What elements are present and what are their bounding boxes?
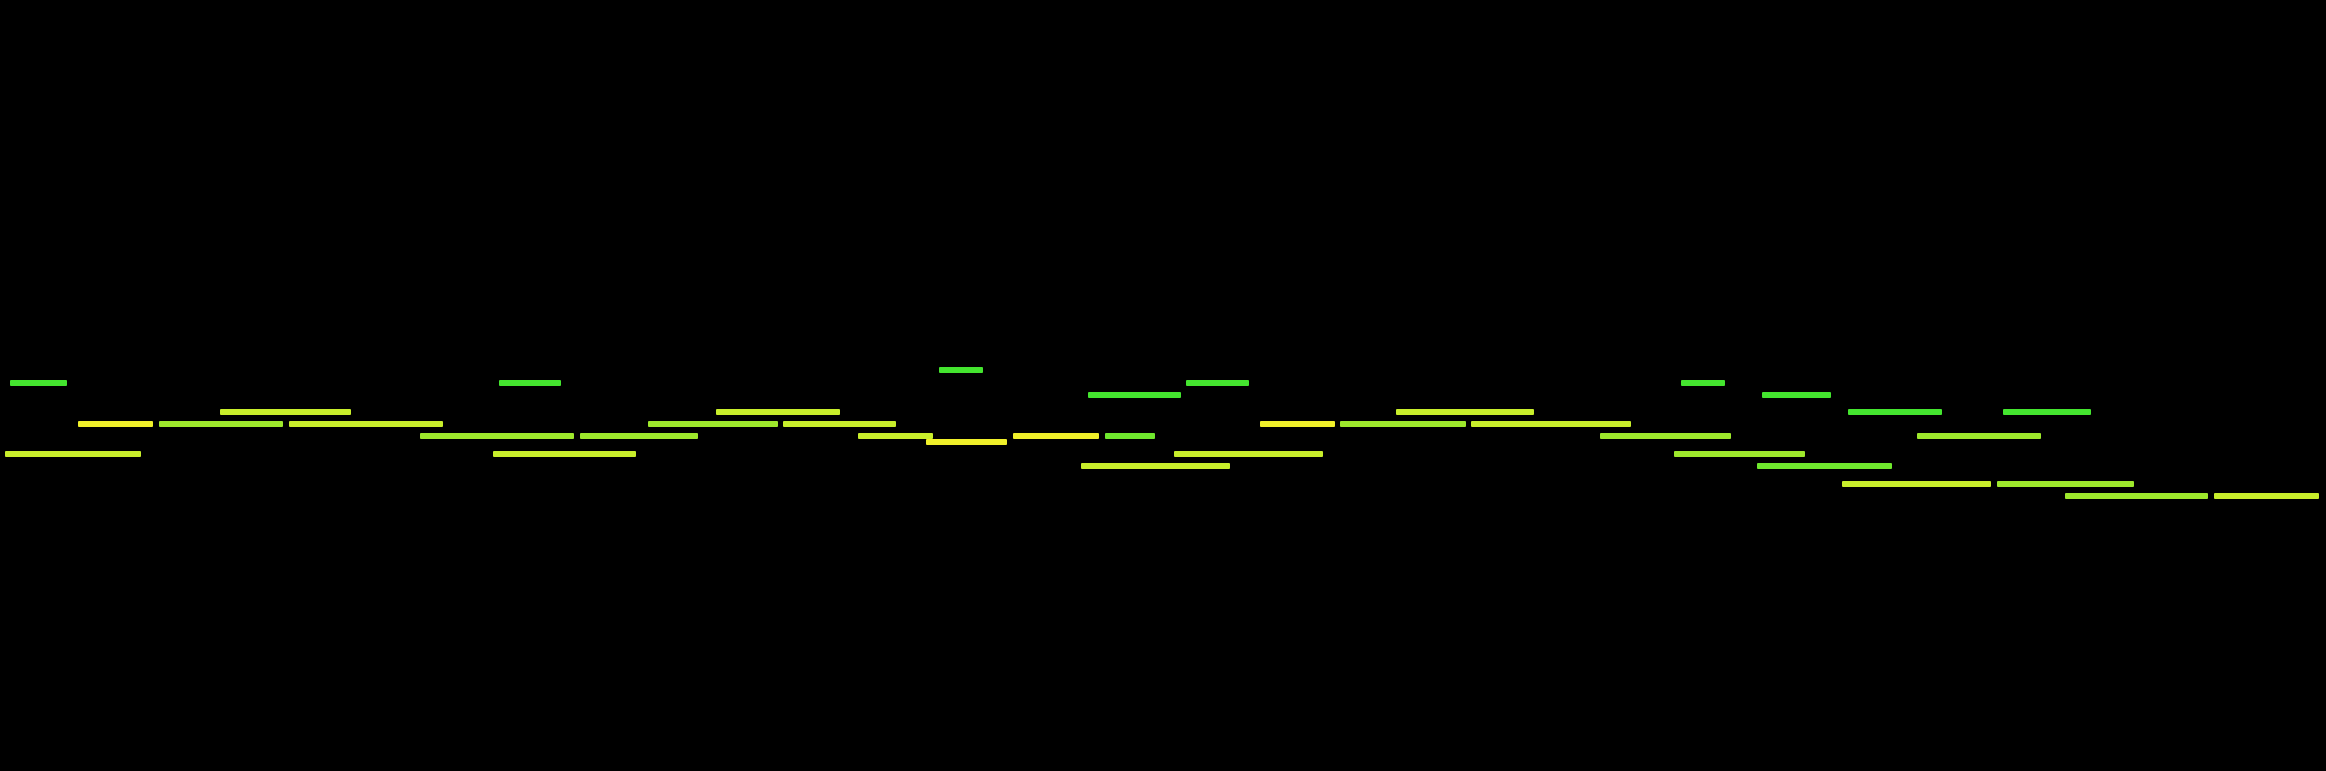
note-bar xyxy=(289,421,443,427)
note-bar xyxy=(1674,451,1805,457)
note-bar xyxy=(420,433,574,439)
note-bar xyxy=(648,421,778,427)
note-bar xyxy=(1471,421,1631,427)
note-bar xyxy=(1186,380,1249,386)
note-bar xyxy=(1088,392,1181,398)
note-bar xyxy=(493,451,636,457)
note-bar xyxy=(1396,409,1534,415)
note-bar xyxy=(1081,463,1230,469)
note-bar xyxy=(783,421,896,427)
note-bar xyxy=(858,433,933,439)
note-bar xyxy=(2065,493,2208,499)
note-bar xyxy=(580,433,698,439)
note-bar xyxy=(1757,463,1892,469)
note-bar xyxy=(1997,481,2134,487)
note-bar xyxy=(1260,421,1335,427)
note-bar xyxy=(1681,380,1725,386)
note-bar xyxy=(220,409,351,415)
note-bar xyxy=(1105,433,1155,439)
note-bar xyxy=(5,451,141,457)
note-bar xyxy=(499,380,561,386)
note-bar xyxy=(1174,451,1323,457)
note-bar xyxy=(10,380,67,386)
note-bar xyxy=(159,421,283,427)
note-bar xyxy=(1762,392,1831,398)
note-bar xyxy=(1917,433,2041,439)
note-bar xyxy=(1848,409,1942,415)
note-bar xyxy=(2003,409,2091,415)
note-bar xyxy=(2214,493,2319,499)
note-bar xyxy=(939,367,983,373)
note-bar xyxy=(716,409,840,415)
note-bar xyxy=(1340,421,1466,427)
note-bar xyxy=(78,421,153,427)
note-bar xyxy=(1013,433,1099,439)
note-bar xyxy=(926,439,1007,445)
note-bar xyxy=(1600,433,1731,439)
note-bar xyxy=(1842,481,1991,487)
